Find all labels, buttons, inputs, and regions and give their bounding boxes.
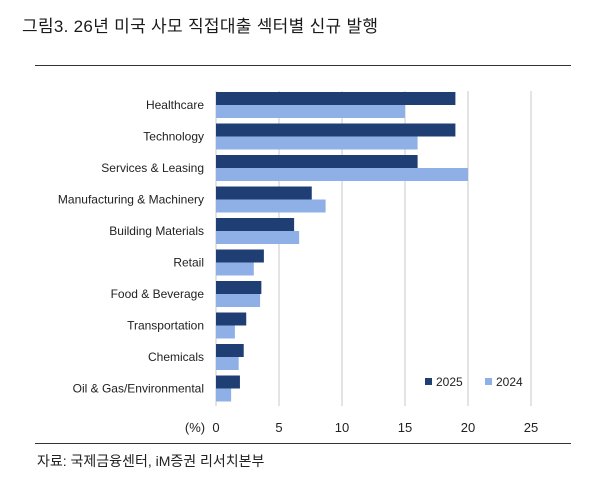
x-tick-label: 10 xyxy=(335,420,349,435)
bar-2024-7 xyxy=(216,325,235,339)
category-labels: Healthcare Technology Services & Leasing Ma… xyxy=(58,98,204,396)
bar-2024-3 xyxy=(216,199,326,213)
category-label: Manufacturing & Machinery xyxy=(58,193,204,207)
legend-label-2025: 2025 xyxy=(436,375,463,389)
bar-2024-1 xyxy=(216,136,418,150)
legend-swatch-2024 xyxy=(485,378,492,385)
bar-2024-2 xyxy=(216,168,468,181)
bar-2024-4 xyxy=(216,231,300,244)
x-tick-label: 15 xyxy=(398,420,412,435)
bottom-rule xyxy=(35,443,571,444)
bar-2025-4 xyxy=(216,218,295,231)
bar-2025-2 xyxy=(216,155,418,168)
legend-swatch-2025 xyxy=(425,378,432,385)
legend-label-2024: 2024 xyxy=(496,375,523,389)
category-label: Oil & Gas/Environmental xyxy=(73,382,204,396)
x-tick-label: 5 xyxy=(275,420,282,435)
bar-2025-9 xyxy=(216,375,240,389)
bar-2024-0 xyxy=(216,105,405,118)
bar-2025-7 xyxy=(216,312,247,326)
x-axis-ticks: (%) 0 5 10 15 20 25 xyxy=(185,420,538,435)
category-label: Food & Beverage xyxy=(111,287,205,301)
bar-2025-5 xyxy=(216,249,264,263)
bar-2024-6 xyxy=(216,294,261,307)
legend: 2025 2024 xyxy=(425,375,523,389)
x-tick-label: 25 xyxy=(524,420,538,435)
category-label: Retail xyxy=(173,256,204,270)
figure-title: 그림3. 26년 미국 사모 직접대출 섹터별 신규 발행 xyxy=(22,17,379,36)
source-note: 자료: 국제금융센터, iM증권 리서치본부 xyxy=(37,453,265,469)
bar-2024-8 xyxy=(216,357,239,370)
bars xyxy=(216,92,468,402)
bar-2025-0 xyxy=(216,92,456,105)
axis-unit-label: (%) xyxy=(185,420,205,435)
bar-2025-6 xyxy=(216,281,262,294)
category-label: Chemicals xyxy=(148,350,204,364)
bar-2025-3 xyxy=(216,186,312,200)
x-tick-label: 0 xyxy=(212,420,219,435)
bar-2025-8 xyxy=(216,344,244,357)
category-label: Healthcare xyxy=(146,98,204,112)
bar-2024-9 xyxy=(216,388,232,402)
category-label: Transportation xyxy=(127,319,204,333)
category-label: Building Materials xyxy=(109,224,204,238)
bar-2025-1 xyxy=(216,123,456,137)
x-tick-label: 20 xyxy=(461,420,475,435)
top-rule xyxy=(35,65,571,66)
bar-2024-5 xyxy=(216,262,254,276)
category-label: Technology xyxy=(143,130,204,144)
category-label: Services & Leasing xyxy=(101,161,204,175)
